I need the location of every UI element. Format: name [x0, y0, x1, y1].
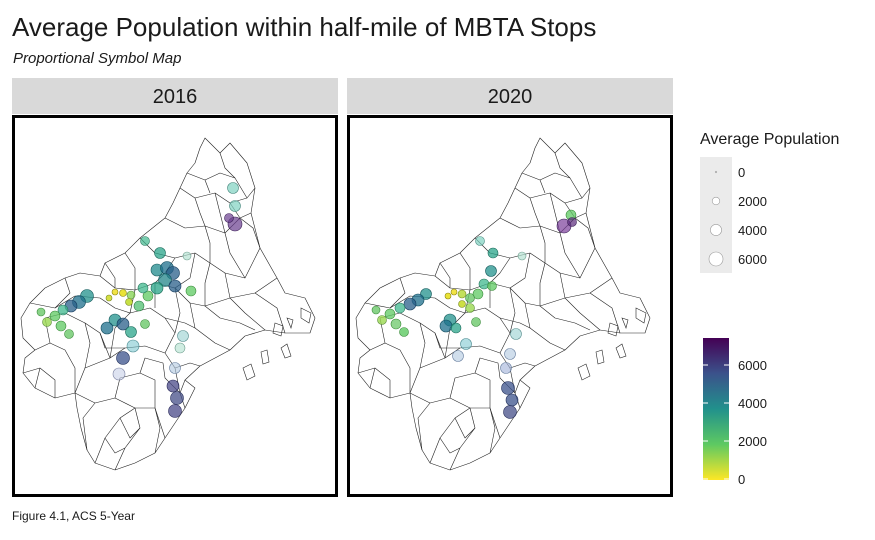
stop-symbol — [64, 329, 74, 339]
stop-symbol — [42, 317, 52, 327]
stop-symbol — [125, 298, 133, 306]
stop-symbols — [371, 209, 577, 419]
stop-symbol — [450, 288, 458, 296]
stop-symbol — [510, 328, 522, 340]
stop-symbol — [170, 391, 184, 405]
stop-symbol — [439, 319, 453, 333]
stop-symbol — [452, 350, 464, 362]
stop-symbol — [126, 290, 136, 300]
stop-symbol — [166, 379, 180, 393]
stop-symbol — [112, 367, 126, 381]
stop-symbol — [137, 282, 149, 294]
size-legend-symbol — [708, 251, 724, 267]
size-legend-symbol — [714, 170, 718, 174]
stop-symbols — [36, 182, 243, 418]
stop-symbol — [471, 317, 481, 327]
size-legend-symbol — [710, 224, 722, 236]
stop-symbol — [377, 315, 387, 325]
size-legend-symbol — [711, 196, 721, 206]
stop-symbol — [465, 303, 475, 313]
stop-symbol — [390, 318, 402, 330]
stop-symbol — [100, 321, 114, 335]
color-legend-bar — [703, 338, 729, 480]
color-legend-label: 4000 — [738, 396, 767, 411]
stop-symbol — [399, 327, 409, 337]
stop-symbol — [116, 317, 130, 331]
stop-symbol — [457, 289, 467, 299]
chart-subtitle: Proportional Symbol Map — [13, 50, 182, 67]
stop-symbol — [450, 322, 462, 334]
stop-symbol — [504, 348, 516, 360]
harbor-islands — [577, 307, 647, 381]
stop-symbol — [444, 292, 452, 300]
stop-symbol — [403, 297, 417, 311]
stop-symbol — [150, 281, 164, 295]
stop-symbol — [57, 304, 69, 316]
stop-symbol — [119, 289, 127, 297]
stop-symbol — [505, 393, 519, 407]
stop-symbol — [126, 339, 140, 353]
stop-symbol — [105, 294, 113, 302]
stop-symbol — [185, 285, 197, 297]
stop-symbol — [394, 302, 406, 314]
stop-symbol — [36, 307, 46, 317]
stop-symbol — [158, 273, 172, 287]
size-legend-label: 2000 — [738, 194, 767, 209]
stop-symbol — [133, 300, 145, 312]
facet-panel-2020: 2020 — [347, 78, 673, 497]
stop-symbol — [55, 320, 67, 332]
map-2016 — [20, 137, 316, 471]
stop-symbol — [227, 182, 239, 194]
size-legend-label: 0 — [738, 165, 746, 180]
stop-symbol — [116, 351, 130, 365]
stop-symbol — [384, 308, 396, 320]
facet-panel-2016: 2016 — [12, 78, 338, 497]
size-legend-label: 6000 — [738, 252, 767, 267]
facet-label-2020: 2020 — [347, 78, 673, 114]
map-frame-2020 — [347, 115, 673, 497]
stop-symbol — [224, 213, 234, 223]
stop-symbol — [485, 265, 497, 277]
stop-symbol — [371, 305, 381, 315]
legend-title: Average Population — [700, 131, 840, 148]
stop-symbol — [140, 236, 150, 246]
stop-symbol — [475, 236, 485, 246]
stop-symbol — [229, 200, 241, 212]
stop-symbol — [140, 319, 150, 329]
figure-caption: Figure 4.1, ACS 5-Year — [12, 509, 135, 523]
size-legend-label: 4000 — [738, 223, 767, 238]
stop-symbol — [174, 342, 186, 354]
stop-symbol — [500, 362, 512, 374]
stop-symbol — [503, 405, 517, 419]
stop-symbol — [517, 251, 527, 261]
stop-symbol — [49, 310, 61, 322]
color-legend-label: 0 — [738, 472, 746, 487]
color-legend-label: 2000 — [738, 434, 767, 449]
chart-title: Average Population within half-mile of M… — [12, 12, 597, 42]
stop-symbol — [169, 362, 181, 374]
stop-symbol — [501, 381, 515, 395]
stop-symbol — [125, 326, 137, 338]
facet-label-2016: 2016 — [12, 78, 338, 114]
map-2020 — [355, 137, 651, 471]
harbor-islands — [242, 307, 312, 381]
stop-symbol — [168, 404, 182, 418]
color-legend-label: 6000 — [738, 358, 767, 373]
stop-symbol — [111, 288, 119, 296]
stop-symbol — [154, 247, 166, 259]
stop-symbol — [177, 330, 189, 342]
stop-symbol — [487, 247, 499, 259]
stop-symbol — [487, 281, 497, 291]
stop-symbol — [142, 290, 154, 302]
stop-symbol — [168, 279, 182, 293]
stop-symbol — [472, 288, 484, 300]
stop-symbol — [460, 338, 472, 350]
stop-symbol — [182, 251, 192, 261]
size-legend-key — [700, 157, 732, 273]
stop-symbol — [458, 300, 466, 308]
stop-symbol — [567, 217, 577, 227]
map-frame-2016 — [12, 115, 338, 497]
stop-symbol — [465, 293, 475, 303]
